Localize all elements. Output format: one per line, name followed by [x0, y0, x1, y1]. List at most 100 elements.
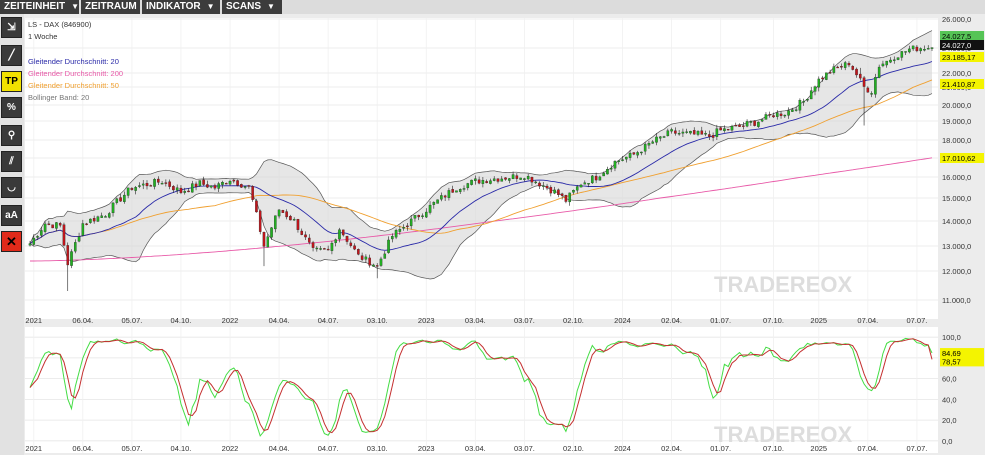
candle: [677, 129, 681, 136]
candle: [436, 199, 439, 204]
candle: [406, 222, 409, 231]
candle: [402, 224, 405, 231]
menu-indikator[interactable]: INDIKATOR ▼: [142, 0, 220, 14]
candle: [119, 194, 122, 202]
oscillator-tick-label: 0,0: [942, 437, 952, 446]
x-tick-label: 02.04.: [661, 316, 682, 325]
cursor-icon: ⇲: [7, 22, 16, 33]
candle: [198, 180, 202, 187]
candle: [62, 222, 66, 247]
candle: [432, 201, 436, 209]
x-tick-label: 03.07.: [514, 316, 535, 325]
price-tick-label: 14.000,0: [942, 217, 971, 226]
x-tick-label: 04.10.: [171, 316, 192, 325]
chart-timeframe: 1 Woche: [28, 32, 57, 41]
percent-tool[interactable]: %: [1, 97, 22, 118]
candle: [828, 69, 832, 74]
candle: [821, 75, 824, 82]
candle: [447, 187, 451, 201]
candle: [832, 63, 836, 75]
candle: [621, 155, 624, 162]
svg-text:24.027,0: 24.027,0: [942, 41, 971, 50]
candle: [911, 45, 915, 51]
candle: [183, 187, 187, 195]
candle: [855, 67, 858, 78]
delete-tool[interactable]: ✕: [1, 231, 22, 252]
candle: [889, 57, 892, 64]
candle: [753, 120, 756, 127]
text-tool[interactable]: aA: [1, 205, 22, 226]
candle: [383, 251, 387, 259]
candle: [530, 176, 534, 187]
candle: [266, 233, 270, 248]
candle: [277, 209, 281, 219]
parallel-lines-tool[interactable]: ⫽: [1, 151, 22, 172]
candle: [700, 126, 704, 135]
candle: [270, 226, 273, 240]
candle: [874, 73, 877, 98]
menu-scans-label: SCANS: [226, 1, 262, 12]
line-tool[interactable]: ╱: [1, 45, 22, 66]
menu-zeitraum[interactable]: ZEITRAUM▼: [81, 0, 151, 14]
candle: [572, 189, 575, 195]
x-tick-label: 04.04.: [269, 444, 290, 453]
x-tick-label: 07.07.: [906, 444, 927, 453]
pointer-tool[interactable]: ⇲: [1, 17, 22, 38]
candle: [783, 114, 787, 119]
candle: [130, 187, 134, 191]
candle: [58, 221, 62, 228]
candle: [391, 233, 394, 243]
candle: [666, 128, 670, 137]
candle: [791, 107, 794, 112]
watermark-top: TRADEREOX: [714, 272, 852, 297]
candle: [738, 123, 741, 127]
candle: [191, 180, 194, 193]
candle: [157, 176, 160, 186]
candle: [809, 86, 813, 100]
candle: [308, 234, 311, 245]
candle: [262, 231, 266, 267]
candle: [330, 241, 334, 255]
candle: [179, 185, 183, 195]
candle: [859, 67, 862, 81]
zoom-tool[interactable]: ⚲: [1, 125, 22, 146]
candle: [194, 181, 198, 191]
candle: [662, 135, 666, 138]
x-tick-label: 07.10.: [763, 316, 784, 325]
candle: [655, 133, 658, 146]
candle: [47, 220, 51, 226]
x-tick-label: 03.07.: [514, 444, 535, 453]
candle: [40, 226, 43, 238]
price-value-label: 24.027,5: [940, 31, 984, 41]
candle: [32, 234, 36, 246]
candle: [549, 185, 553, 197]
price-value-label: 17.010,62: [940, 153, 984, 163]
tp-tool[interactable]: TP: [1, 71, 22, 92]
candle: [107, 211, 111, 219]
curve-tool[interactable]: ◡: [1, 177, 22, 198]
candle: [715, 124, 719, 141]
candle: [908, 45, 911, 54]
candle: [417, 214, 421, 221]
candle: [557, 188, 560, 198]
candle: [187, 188, 190, 193]
candle: [160, 180, 164, 185]
candle: [85, 222, 88, 226]
candle: [534, 180, 538, 185]
candle: [319, 246, 322, 251]
candle: [466, 182, 470, 191]
oscillator-panel: [25, 327, 938, 453]
price-panel: [25, 18, 938, 319]
chevron-down-icon: ▼: [206, 2, 215, 11]
candle: [606, 166, 609, 175]
menu-scans[interactable]: SCANS ▼: [222, 0, 282, 14]
menu-zeiteinheit[interactable]: ZEITEINHEIT ▼: [0, 0, 79, 14]
candle: [477, 176, 481, 185]
candle: [413, 215, 417, 222]
candle: [749, 120, 753, 126]
candle: [292, 217, 296, 221]
chart-area[interactable]: TRADEREOX TRADEREOX 26.000,024.000,022.0…: [24, 14, 985, 455]
candle: [515, 173, 519, 183]
candle: [123, 191, 126, 204]
candle: [658, 136, 662, 142]
